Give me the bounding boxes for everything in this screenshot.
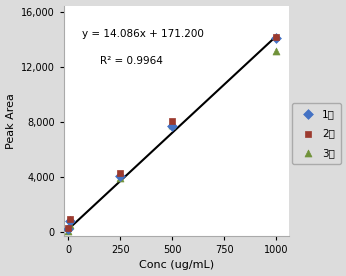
Legend: 1차, 2차, 3차: 1차, 2차, 3차 [292, 103, 341, 164]
3차 [117, 175, 123, 180]
1차 [273, 36, 279, 41]
2차 [170, 118, 175, 123]
3차 [65, 229, 71, 233]
X-axis label: Conc (ug/mL): Conc (ug/mL) [139, 261, 214, 270]
2차 [67, 217, 73, 222]
3차 [170, 123, 175, 127]
2차 [65, 225, 71, 230]
2차 [273, 35, 279, 39]
1차 [117, 173, 123, 178]
Y-axis label: Peak Area: Peak Area [6, 93, 16, 149]
1차 [170, 124, 175, 128]
1차 [67, 219, 73, 224]
3차 [67, 223, 73, 227]
1차 [65, 227, 71, 231]
2차 [117, 171, 123, 176]
Text: y = 14.086x + 171.200: y = 14.086x + 171.200 [82, 29, 203, 39]
3차 [273, 49, 279, 53]
Text: R² = 0.9964: R² = 0.9964 [100, 56, 163, 66]
